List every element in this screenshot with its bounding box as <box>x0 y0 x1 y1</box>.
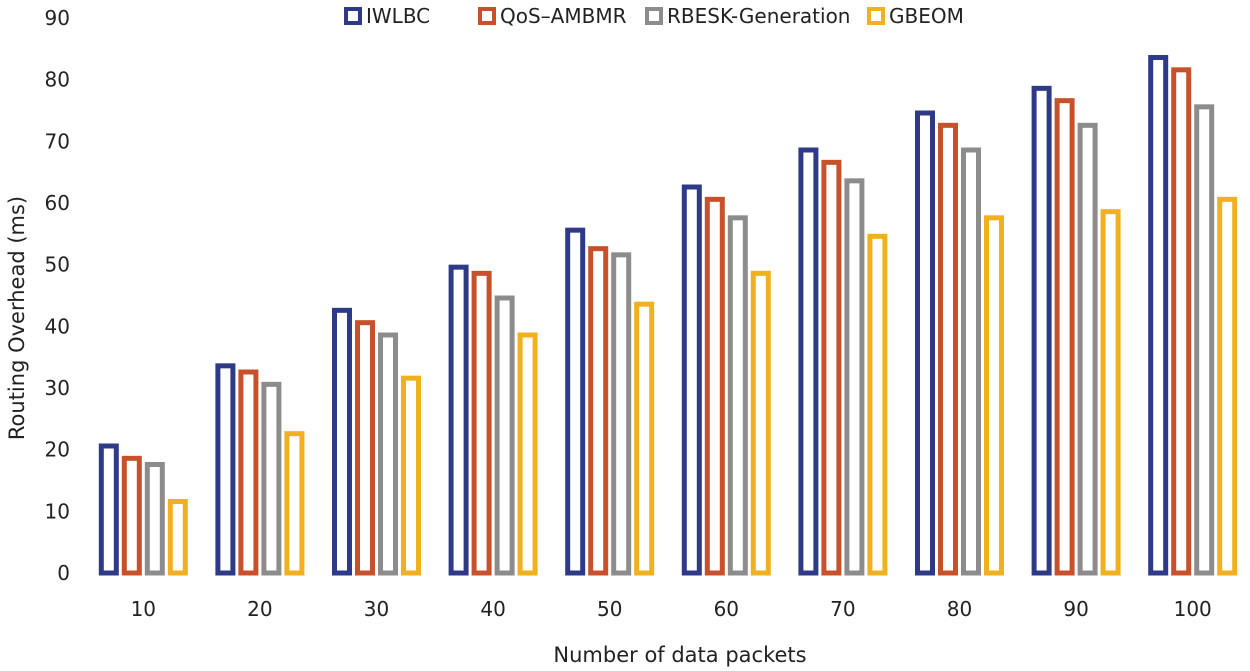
y-tick-label: 20 <box>45 438 70 462</box>
y-axis: 0 10 20 30 40 50 60 70 80 90 <box>45 6 70 585</box>
bar-iwlbc-10 <box>98 443 119 576</box>
y-tick-label: 10 <box>45 499 70 523</box>
legend-swatch <box>478 7 496 25</box>
bar-gbeom-70 <box>867 233 888 576</box>
y-tick-label: 40 <box>45 314 70 338</box>
bar-group-30 <box>332 307 421 576</box>
y-tick-label: 80 <box>45 68 70 92</box>
bar-iwlbc-40 <box>448 264 469 576</box>
bar-qos-ambmr-50 <box>588 246 609 576</box>
x-axis: 10 20 30 40 50 60 70 80 90 100 <box>131 597 1212 621</box>
bar-qos-ambmr-70 <box>821 159 842 576</box>
bar-gbeom-90 <box>1100 209 1121 576</box>
bar-qos-ambmr-60 <box>704 196 725 576</box>
bar-rbesk-generation-90 <box>1077 122 1098 576</box>
bar-group-100 <box>1148 55 1238 576</box>
y-tick-label: 50 <box>45 253 70 277</box>
bar-iwlbc-30 <box>332 307 352 576</box>
bar-gbeom-60 <box>750 270 771 576</box>
bar-group-40 <box>448 264 538 576</box>
bar-rbesk-generation-10 <box>144 462 165 576</box>
x-tick-label: 40 <box>480 597 505 621</box>
bar-gbeom-80 <box>984 215 1004 576</box>
bar-group-60 <box>681 184 771 576</box>
bar-iwlbc-60 <box>681 184 702 576</box>
x-tick-label: 50 <box>597 597 622 621</box>
bar-group-90 <box>1031 85 1121 576</box>
legend: IWLBC QoS–AMBMR RBESK-Generation GBEOM <box>344 4 964 28</box>
bar-rbesk-generation-60 <box>727 215 748 576</box>
legend-label: GBEOM <box>889 4 964 28</box>
bar-gbeom-20 <box>284 431 305 576</box>
bar-qos-ambmr-20 <box>238 369 259 576</box>
bar-iwlbc-70 <box>798 147 819 576</box>
bar-iwlbc-100 <box>1148 55 1169 576</box>
y-tick-label: 30 <box>45 376 70 400</box>
bar-rbesk-generation-70 <box>844 178 865 576</box>
bar-group-80 <box>915 110 1004 576</box>
bar-rbesk-generation-30 <box>378 332 398 576</box>
x-tick-label: 60 <box>714 597 739 621</box>
bar-qos-ambmr-10 <box>121 455 142 576</box>
legend-item: RBESK-Generation <box>645 4 851 28</box>
y-tick-label: 70 <box>45 129 70 153</box>
bar-qos-ambmr-100 <box>1171 67 1192 576</box>
bar-rbesk-generation-40 <box>494 295 515 576</box>
bar-gbeom-50 <box>634 301 655 576</box>
x-tick-label: 20 <box>247 597 272 621</box>
bar-group-50 <box>565 227 655 576</box>
x-tick-label: 100 <box>1174 597 1212 621</box>
legend-swatch <box>344 7 362 25</box>
x-tick-label: 80 <box>947 597 972 621</box>
bar-iwlbc-50 <box>565 227 586 576</box>
y-tick-label: 0 <box>57 561 70 585</box>
bar-qos-ambmr-90 <box>1054 98 1075 576</box>
bar-iwlbc-80 <box>915 110 935 576</box>
x-tick-label: 90 <box>1063 597 1088 621</box>
bar-qos-ambmr-80 <box>938 122 958 576</box>
bar-gbeom-10 <box>167 499 188 576</box>
legend-swatch <box>867 7 885 25</box>
bar-gbeom-100 <box>1217 196 1238 576</box>
bar-gbeom-30 <box>401 375 421 576</box>
bar-rbesk-generation-20 <box>261 381 282 576</box>
legend-item: GBEOM <box>867 4 964 28</box>
x-axis-title: Number of data packets <box>553 643 806 667</box>
legend-item: IWLBC <box>344 4 430 28</box>
legend-label: IWLBC <box>366 4 430 28</box>
bar-group-20 <box>215 363 305 576</box>
bar-gbeom-40 <box>517 332 538 576</box>
legend-label: QoS–AMBMR <box>500 4 627 28</box>
bar-iwlbc-90 <box>1031 85 1052 576</box>
legend-label: RBESK-Generation <box>667 4 851 28</box>
legend-item: QoS–AMBMR <box>478 4 627 28</box>
bar-rbesk-generation-50 <box>611 252 632 576</box>
x-tick-label: 30 <box>364 597 389 621</box>
legend-swatch <box>645 7 663 25</box>
bar-rbesk-generation-100 <box>1194 104 1215 576</box>
bar-group-70 <box>798 147 888 576</box>
y-tick-label: 60 <box>45 191 70 215</box>
bar-qos-ambmr-40 <box>471 270 492 576</box>
bar-group-10 <box>98 443 188 576</box>
bars-group <box>98 55 1238 576</box>
x-tick-label: 10 <box>131 597 156 621</box>
bar-iwlbc-20 <box>215 363 236 576</box>
bar-qos-ambmr-30 <box>355 320 375 576</box>
y-tick-label: 90 <box>45 6 70 30</box>
bar-rbesk-generation-80 <box>961 147 981 576</box>
x-tick-label: 70 <box>830 597 855 621</box>
y-axis-title: Routing Overhead (ms) <box>5 196 29 440</box>
